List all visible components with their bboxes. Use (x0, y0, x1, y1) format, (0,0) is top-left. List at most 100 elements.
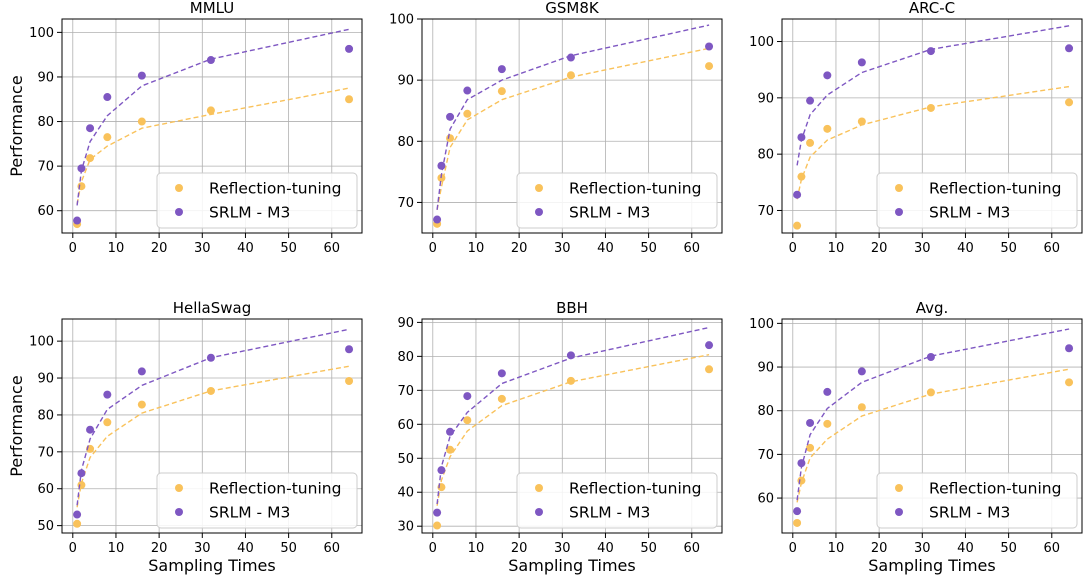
panel-arc-c-point-reflection (823, 124, 832, 133)
panel-gsm8k-legend (516, 172, 718, 229)
panel-hellaswag-point-srlm (86, 425, 95, 434)
panel-hellaswag-point-srlm (77, 469, 86, 478)
panel-bbh-x-tick-label: 20 (511, 541, 528, 556)
panel-avg-frame (781, 318, 1083, 534)
panel-gsm8k-frame (421, 18, 723, 234)
panel-bbh-y-tick-label: 90 (397, 316, 414, 331)
panel-bbh-frame (421, 318, 723, 534)
panel-mmlu-point-srlm (345, 44, 354, 53)
panel-hellaswag-y-tick-label: 70 (37, 445, 54, 460)
panel-hellaswag-y-tick-label: 50 (37, 519, 54, 534)
panel-bbh-point-srlm (433, 508, 442, 517)
panel-bbh-title: BBH (556, 299, 588, 317)
panel-avg-y-tick-label: 80 (757, 404, 774, 419)
panel-bbh-x-tick-label: 30 (554, 541, 571, 556)
panel-avg-point-srlm (857, 367, 866, 376)
panel-avg-point-reflection (793, 518, 802, 527)
panel-mmlu-x-tick-label: 20 (151, 241, 168, 256)
panel-hellaswag-y-axis-label: Performance (7, 375, 26, 476)
panel-arc-c-point-srlm (797, 133, 806, 142)
panel-mmlu-x-tick-label: 30 (194, 241, 211, 256)
panel-avg-legend-marker-srlm (895, 508, 903, 516)
panel-arc-c-point-srlm (823, 71, 832, 80)
panel-bbh-x-tick-label: 10 (468, 541, 485, 556)
panel-arc-c-legend-marker-srlm (895, 208, 903, 216)
panel-arc-c-x-tick-label: 0 (789, 241, 797, 256)
panel-mmlu-point-reflection (137, 117, 146, 126)
panel-arc-c-point-srlm (1065, 44, 1074, 53)
panel-bbh-y-tick-label: 60 (397, 418, 414, 433)
panel-arc-c-frame (781, 18, 1083, 234)
panel-hellaswag-frame (61, 318, 363, 534)
panel-arc-c-x-tick-label: 20 (871, 241, 888, 256)
panel-avg-x-tick-label: 30 (914, 541, 931, 556)
panel-avg-point-srlm (926, 352, 935, 361)
panel-avg-legend-label-srlm: SRLM - M3 (929, 504, 1010, 522)
panel-bbh-y-tick-label: 40 (397, 486, 414, 501)
panel-bbh-trend-reflection (436, 354, 710, 506)
panel-bbh-point-reflection (433, 521, 442, 530)
panel-mmlu-y-tick-label: 90 (37, 70, 54, 85)
panel-hellaswag-x-tick-label: 0 (69, 541, 77, 556)
panel-avg-point-srlm (823, 387, 832, 396)
panel-hellaswag-point-reflection (103, 418, 112, 427)
panel-hellaswag-legend-label-reflection: Reflection-tuning (209, 480, 341, 498)
panel-arc-c-x-tick-label: 50 (1000, 241, 1017, 256)
panel-bbh-point-reflection (463, 416, 472, 425)
panel-mmlu-x-tick-label: 40 (237, 241, 254, 256)
panel-gsm8k-point-srlm (705, 42, 714, 51)
panel-avg-y-tick-label: 90 (757, 361, 774, 376)
panel-hellaswag-y-tick-label: 80 (37, 408, 54, 423)
panel-mmlu-legend-marker-reflection (175, 184, 183, 192)
panel-mmlu-point-reflection (86, 154, 95, 163)
panel-gsm8k-x-tick-label: 60 (684, 241, 701, 256)
panel-hellaswag-legend-marker-reflection (175, 484, 183, 492)
panel-mmlu-point-srlm (77, 164, 86, 173)
panel-bbh-point-srlm (437, 466, 446, 475)
panel-arc-c-point-reflection (1065, 98, 1074, 107)
panel-avg-y-tick-label: 60 (757, 492, 774, 507)
panel-mmlu-point-srlm (86, 124, 95, 133)
panel-gsm8k-title: GSM8K (545, 0, 600, 17)
panel-hellaswag-point-srlm (103, 390, 112, 399)
panel-gsm8k-point-srlm (497, 65, 506, 74)
panel-arc-c-point-srlm (806, 96, 815, 105)
panel-avg-point-srlm (793, 507, 802, 516)
panel-arc-c-point-reflection (926, 103, 935, 112)
panel-avg-x-tick-label: 20 (871, 541, 888, 556)
panel-bbh-point-srlm (566, 351, 575, 360)
panel-arc-c-x-tick-label: 10 (828, 241, 845, 256)
panel-hellaswag-legend-marker-srlm (175, 508, 183, 516)
panel-hellaswag-point-reflection (73, 519, 82, 528)
panel-gsm8k-point-reflection (497, 87, 506, 96)
panel-avg-legend-marker-reflection (895, 484, 903, 492)
panel-mmlu-point-reflection (345, 95, 354, 104)
panel-mmlu-point-srlm (73, 216, 82, 225)
panel-bbh-legend (516, 472, 718, 529)
panel-avg-title: Avg. (916, 299, 949, 317)
panel-arc-c-y-tick-label: 70 (757, 204, 774, 219)
panel-bbh-x-tick-label: 60 (684, 541, 701, 556)
panel-bbh-y-tick-label: 30 (397, 520, 414, 535)
panel-gsm8k-y-tick-label: 70 (397, 196, 414, 211)
panel-avg-point-reflection (1065, 378, 1074, 387)
panel-arc-c-legend (876, 172, 1078, 229)
panel-mmlu-legend (156, 172, 358, 229)
panel-avg-legend (876, 472, 1078, 529)
panel-bbh-point-srlm (446, 427, 455, 436)
panel-arc-c-point-reflection (793, 221, 802, 230)
panel-hellaswag-y-tick-label: 100 (29, 335, 54, 350)
panel-gsm8k-point-srlm (463, 86, 472, 95)
panel-arc-c-legend-label-reflection: Reflection-tuning (929, 180, 1061, 198)
panel-arc-c-point-reflection (857, 117, 866, 126)
panel-bbh-point-srlm (497, 369, 506, 378)
panel-avg-point-srlm (797, 459, 806, 468)
panel-gsm8k-y-tick-label: 80 (397, 135, 414, 150)
panel-bbh-legend-label-reflection: Reflection-tuning (569, 480, 701, 498)
panel-bbh-point-reflection (446, 445, 455, 454)
panel-avg-point-srlm (806, 418, 815, 427)
panel-bbh-point-reflection (705, 365, 714, 374)
panel-arc-c-point-reflection (806, 138, 815, 147)
